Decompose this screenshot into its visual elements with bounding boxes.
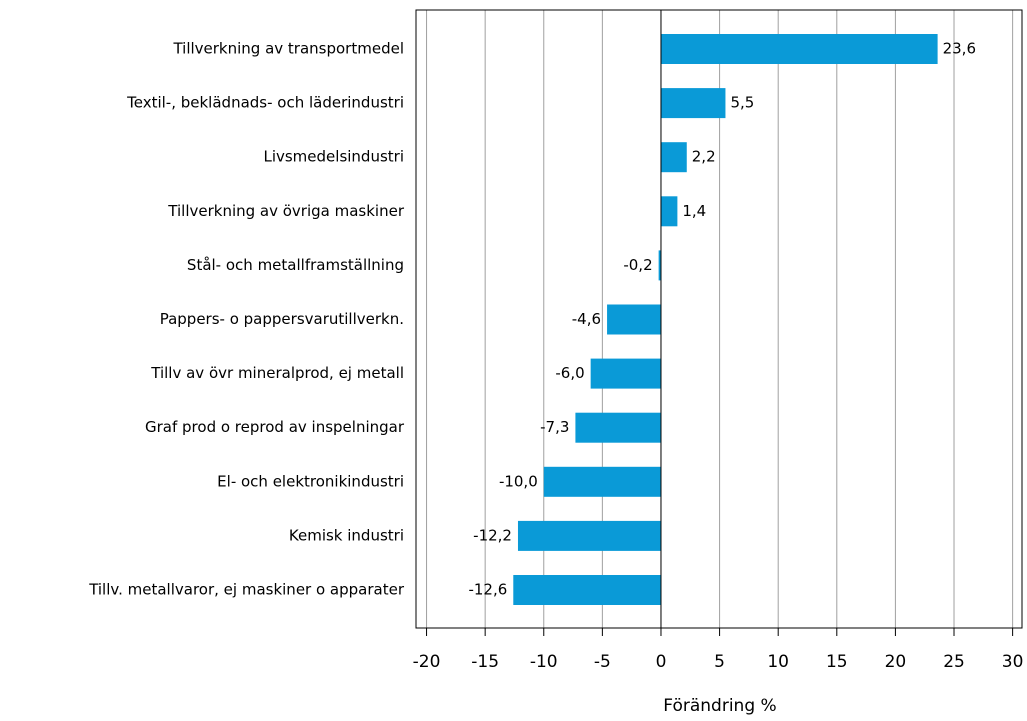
bar	[543, 466, 661, 497]
x-tick-label: 0	[656, 652, 667, 672]
value-label: 2,2	[692, 148, 716, 166]
value-label: -6,0	[555, 364, 584, 382]
y-tick-label: Stål- och metallframställning	[187, 256, 404, 274]
y-tick-label: Tillverkning av transportmedel	[172, 40, 404, 58]
y-tick-label: Tillv. metallvaror, ej maskiner o appara…	[88, 581, 405, 599]
x-tick-label: 25	[943, 652, 965, 672]
bar	[660, 142, 687, 173]
x-tick-label: 20	[885, 652, 907, 672]
y-tick-label: El- och elektronikindustri	[217, 472, 404, 490]
bar	[658, 250, 661, 281]
bar	[517, 520, 661, 551]
y-tick-label: Tillverkning av övriga maskiner	[167, 202, 405, 220]
x-tick-label: -10	[530, 652, 558, 672]
bar	[660, 196, 678, 227]
y-tick-label: Livsmedelsindustri	[263, 148, 404, 166]
y-tick-label: Pappers- o pappersvarutillverkn.	[160, 310, 404, 328]
value-label: -7,3	[540, 418, 569, 436]
x-tick-label: 5	[714, 652, 725, 672]
x-tick-label: -5	[594, 652, 611, 672]
value-label: -0,2	[623, 256, 652, 274]
x-axis-title: Förändring %	[663, 696, 776, 716]
bar	[575, 412, 661, 443]
value-label: 5,5	[730, 94, 754, 112]
bar	[660, 88, 726, 119]
y-tick-label: Kemisk industri	[289, 526, 404, 544]
value-label: -4,6	[572, 310, 601, 328]
value-label: -12,6	[468, 581, 507, 599]
x-tick-label: 30	[1002, 652, 1024, 672]
x-tick-label: 10	[767, 652, 789, 672]
plot-frame	[415, 9, 1023, 629]
bar	[607, 304, 661, 335]
value-label: 1,4	[682, 202, 706, 220]
x-tick-label: -15	[471, 652, 499, 672]
bar	[590, 358, 661, 389]
y-tick-label: Textil-, beklädnads- och läderindustri	[126, 94, 404, 112]
value-label: -10,0	[499, 472, 538, 490]
value-label: -12,2	[473, 526, 512, 544]
y-tick-label: Tillv av övr mineralprod, ej metall	[150, 364, 404, 382]
x-tick-label: -20	[413, 652, 441, 672]
bar	[513, 575, 661, 605]
value-label: 23,6	[943, 40, 976, 58]
y-tick-label: Graf prod o reprod av inspelningar	[145, 418, 405, 436]
x-tick-label: 15	[826, 652, 848, 672]
bar	[660, 34, 938, 64]
